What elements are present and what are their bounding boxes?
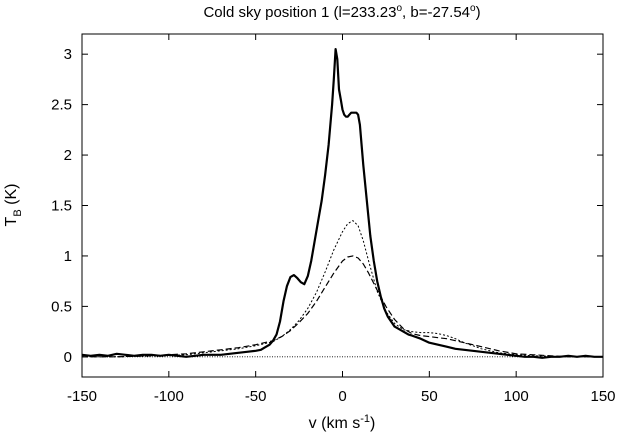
x-tick-label: 100 — [504, 388, 529, 405]
dotted-model-line — [82, 220, 603, 358]
x-tick-label: 150 — [590, 388, 615, 405]
x-tick-label: -100 — [154, 388, 184, 405]
series-layer — [81, 48, 603, 359]
y-tick-label: 1 — [64, 248, 72, 265]
y-tick-label: 0.5 — [51, 298, 72, 315]
y-tick-label: 2.5 — [51, 97, 72, 114]
x-tick-label: 50 — [421, 388, 438, 405]
y-tick-label: 2 — [64, 147, 72, 164]
x-tick-label: 0 — [338, 388, 346, 405]
plot-frame — [81, 33, 604, 378]
y-axis-ticks: 0 0.5 1 1.5 2 2.5 3 — [51, 46, 603, 366]
chart-title: Cold sky position 1 (l=233.23o, b=-27.54… — [203, 3, 480, 21]
y-tick-label: 3 — [64, 46, 72, 63]
y-tick-label: 0 — [64, 349, 72, 366]
x-tick-label: -150 — [67, 388, 97, 405]
x-axis-ticks: -150 -100 -50 0 50 100 150 — [67, 34, 616, 405]
dashed-model-line — [82, 255, 603, 358]
x-axis-label: v (km s-1) — [309, 413, 376, 432]
y-tick-label: 1.5 — [51, 198, 72, 215]
x-tick-label: -50 — [245, 388, 267, 405]
observed-spectrum-line — [81, 48, 603, 359]
y-axis-label: TB (K) — [3, 184, 24, 227]
